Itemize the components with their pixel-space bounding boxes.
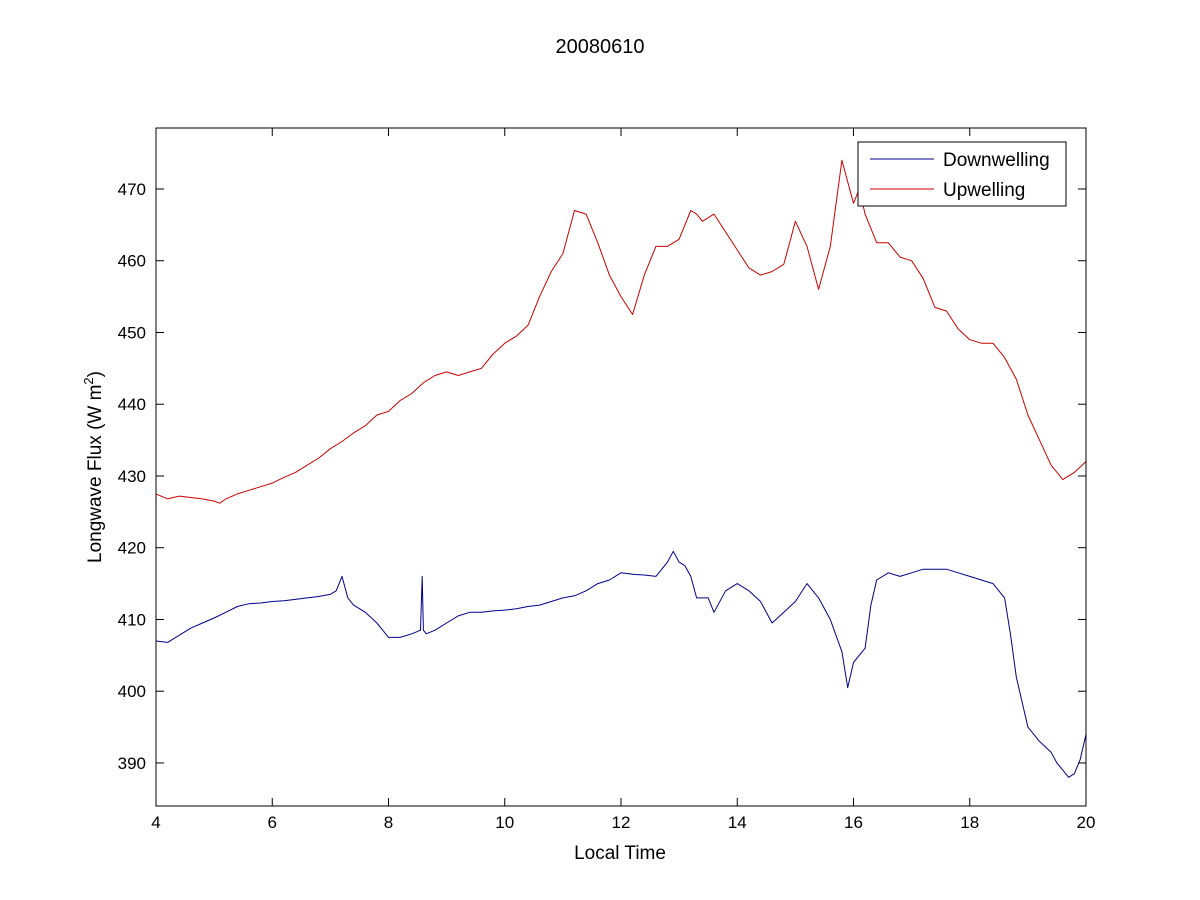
x-tick-label: 14 [728, 813, 747, 832]
y-tick-label: 450 [118, 323, 146, 342]
legend-label-upwelling: Upwelling [943, 180, 1025, 201]
legend: Downwelling Upwelling [857, 141, 1067, 207]
y-axis-label-suffix: ) [85, 371, 106, 377]
y-tick-label: 420 [118, 539, 146, 558]
legend-label-downwelling: Downwelling [943, 150, 1050, 171]
x-axis-label: Local Time [574, 843, 666, 864]
x-tick-label: 6 [268, 813, 277, 832]
plot-area-frame [155, 127, 1087, 807]
legend-box [857, 141, 1067, 207]
y-tick-label: 430 [118, 467, 146, 486]
y-tick-label: 410 [118, 610, 146, 629]
x-tick-label: 20 [1077, 813, 1096, 832]
x-tick-label: 18 [960, 813, 979, 832]
series-line-downwelling [155, 550, 1087, 778]
y-tick-label: 460 [118, 252, 146, 271]
y-tick-label: 390 [118, 754, 146, 773]
x-tick-label: 16 [844, 813, 863, 832]
y-axis-label-superscript: 2 [81, 377, 96, 384]
y-axis-label-main: Longwave Flux (W m [85, 385, 106, 563]
x-tick-label: 8 [384, 813, 393, 832]
chart-title: 20080610 [556, 36, 645, 58]
y-axis-label: Longwave Flux (W m2) [81, 371, 106, 563]
y-tick-label: 470 [118, 180, 146, 199]
x-tick-label: 4 [151, 813, 160, 832]
series-line-upwelling [155, 159, 1087, 504]
y-tick-label: 440 [118, 395, 146, 414]
x-tick-label: 10 [495, 813, 514, 832]
y-tick-label: 400 [118, 682, 146, 701]
x-tick-label: 12 [612, 813, 631, 832]
